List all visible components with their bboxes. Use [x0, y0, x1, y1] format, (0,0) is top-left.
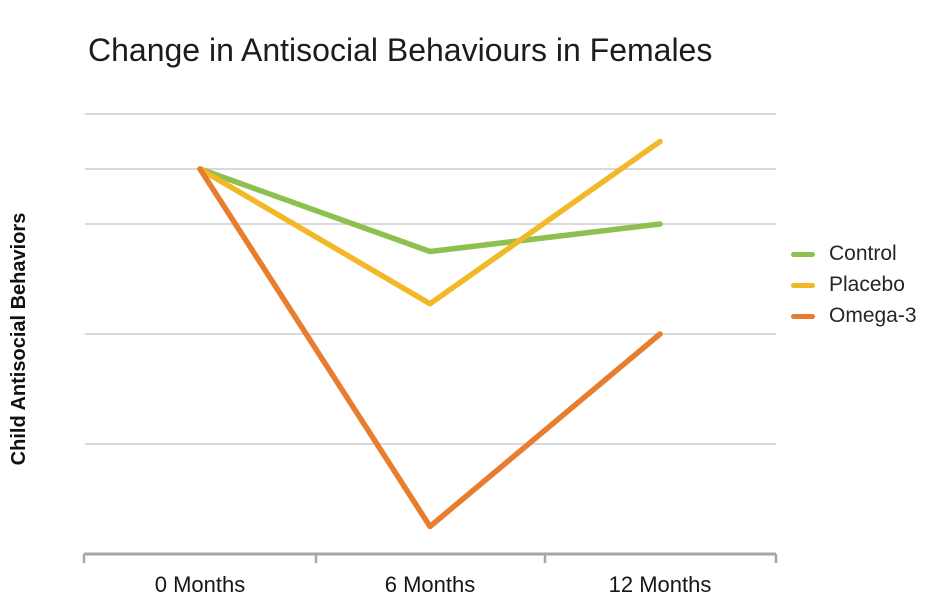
series-line-omega3: [197, 166, 663, 530]
legend-label-control: Control: [829, 242, 897, 265]
legend-line-swatch-icon: [791, 313, 815, 319]
legend-label-omega3: Omega-3: [829, 304, 917, 327]
legend-item-control: Control: [791, 242, 917, 266]
legend-line-swatch-icon: [791, 282, 815, 288]
legend-line-swatch-icon: [791, 251, 815, 257]
chart-title: Change in Antisocial Behaviours in Femal…: [88, 32, 713, 68]
legend-label-placebo: Placebo: [829, 273, 905, 296]
x-axis-label-0-months: 0 Months: [154, 572, 246, 597]
series-line-control: [197, 166, 663, 255]
series-line-placebo: [197, 138, 663, 307]
chart-legend: Control Placebo Omega-3: [791, 242, 917, 328]
x-axis-label-6-months: 6 Months: [384, 572, 476, 597]
legend-item-omega3: Omega-3: [791, 304, 917, 328]
legend-item-placebo: Placebo: [791, 273, 917, 297]
x-axis-label-12-months: 12 Months: [608, 572, 712, 597]
